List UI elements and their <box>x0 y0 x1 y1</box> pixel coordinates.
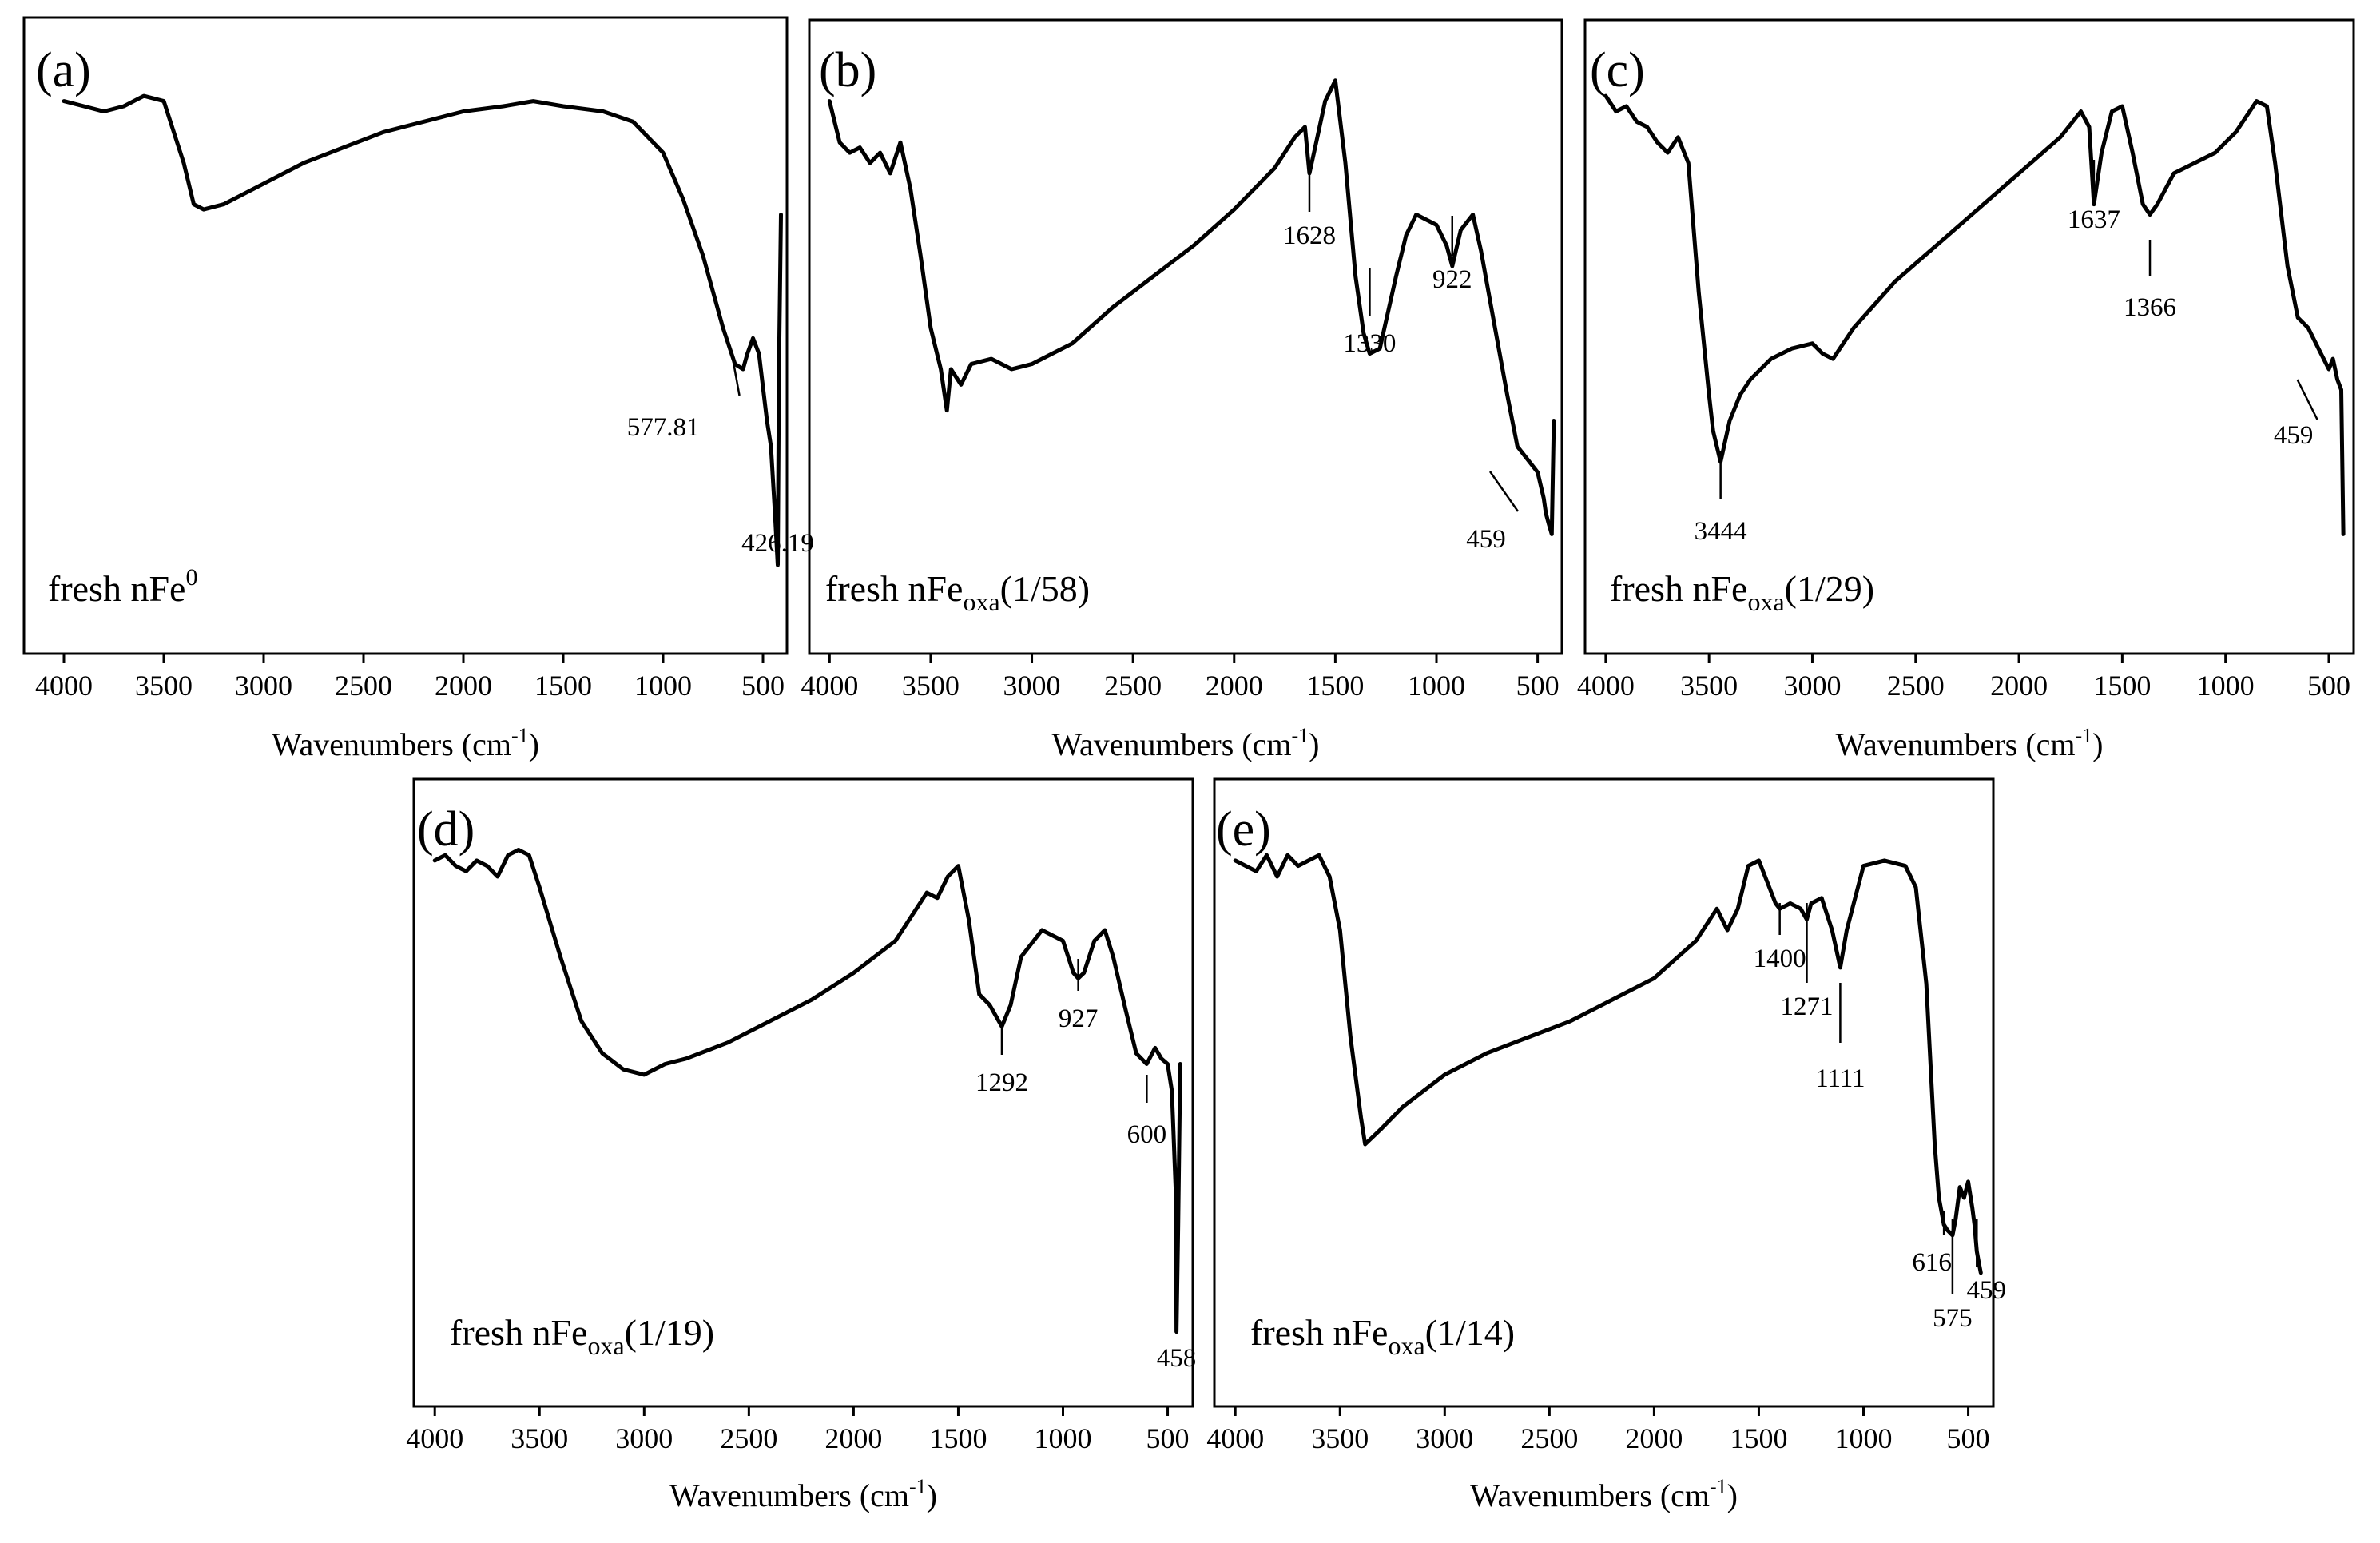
sample-label: fresh nFeoxa(1/19) <box>450 1312 714 1360</box>
spectrum-line <box>827 78 1556 536</box>
x-tick-label: 1000 <box>634 670 692 702</box>
peak-label: 426.19 <box>741 529 814 558</box>
peak-label: 616 <box>1912 1248 1952 1277</box>
panel-label: (b) <box>819 43 876 97</box>
x-tick-label: 2500 <box>1887 670 1945 702</box>
x-tick-label: 1500 <box>2093 670 2151 702</box>
plot-frame <box>1583 18 2355 655</box>
panel-label: (a) <box>36 43 91 97</box>
x-tick-label: 3500 <box>1680 670 1738 702</box>
x-tick-label: 4000 <box>801 670 858 702</box>
peak-label: 922 <box>1432 265 1472 294</box>
panel-b: 4000 3500 3000 2500 2000 1500 1000 500 Wavenumbe… <box>801 18 1563 762</box>
x-tick-label: 4000 <box>35 670 93 702</box>
plot-frame <box>22 16 789 655</box>
panel-c: 4000 3500 3000 2500 2000 1500 1000 500 Wavenumbe… <box>1577 18 2355 762</box>
x-tick-label: 3500 <box>1311 1422 1369 1454</box>
peak-label: 600 <box>1127 1120 1167 1149</box>
panel-label: (e) <box>1216 802 1271 857</box>
x-tick-label: 3500 <box>135 670 193 702</box>
plot-frame <box>1213 777 1995 1408</box>
spectrum-line <box>62 93 783 567</box>
x-tick-label: 2000 <box>1990 670 2048 702</box>
peak-label: 1271 <box>1780 992 1833 1021</box>
peak-leader <box>730 351 741 396</box>
x-tick-label: 2000 <box>824 1422 882 1454</box>
x-tick-label: 500 <box>2307 670 2350 702</box>
x-tick-label: 2500 <box>1104 670 1162 702</box>
x-axis-label: Wavenumbers (cm-1) <box>1052 724 1320 762</box>
x-tick-label: 500 <box>741 670 785 702</box>
x-tick-label: 3000 <box>615 1422 673 1454</box>
x-tick-label: 1500 <box>534 670 592 702</box>
panel-a: 4000 3500 3000 2500 2000 1500 1000 500 Wavenumbe… <box>22 16 814 762</box>
x-tick-label: 2500 <box>335 670 392 702</box>
peak-label: 1628 <box>1283 221 1336 250</box>
x-tick-label: 1000 <box>1408 670 1465 702</box>
plot-frame <box>412 777 1194 1408</box>
x-tick-label: 2000 <box>1206 670 1263 702</box>
panel-label: (c) <box>1590 43 1645 97</box>
x-axis-label: Wavenumbers (cm-1) <box>272 724 539 762</box>
peak-label: 459 <box>2274 421 2314 450</box>
x-tick-label: 500 <box>1146 1422 1190 1454</box>
x-tick-label: 500 <box>1947 1422 1990 1454</box>
peak-label: 1330 <box>1343 329 1396 358</box>
peak-label: 577.81 <box>627 413 700 442</box>
sample-label: fresh nFe0 <box>48 564 197 609</box>
panel-label: (d) <box>417 802 475 857</box>
peak-label: 1366 <box>2124 293 2176 322</box>
peak-label: 1292 <box>975 1068 1028 1097</box>
x-tick-label: 1000 <box>1035 1422 1092 1454</box>
x-tick-label: 3000 <box>235 670 292 702</box>
panel-d: 4000 3500 3000 2500 2000 1500 1000 500 Wavenumbe… <box>406 777 1197 1513</box>
x-tick-label: 500 <box>1516 670 1560 702</box>
panel-e: 4000 3500 3000 2500 2000 1500 1000 500 Wavenumbe… <box>1206 777 2007 1513</box>
x-tick-label: 2500 <box>720 1422 777 1454</box>
peak-label: 459 <box>1967 1276 2007 1305</box>
spectrum-line <box>1603 93 2346 536</box>
x-tick-label: 4000 <box>1577 670 1635 702</box>
plot-frame <box>808 18 1563 655</box>
peak-label: 459 <box>1466 525 1506 554</box>
x-tick-label: 1500 <box>1730 1422 1787 1454</box>
peak-label: 458 <box>1157 1344 1197 1373</box>
peak-label: 3444 <box>1695 517 1747 546</box>
x-tick-label: 3000 <box>1003 670 1061 702</box>
x-tick-label: 2000 <box>1625 1422 1683 1454</box>
peak-label: 1111 <box>1815 1064 1865 1093</box>
peak-label: 1400 <box>1754 944 1806 973</box>
spectrum-line <box>432 848 1182 1334</box>
x-axis-label: Wavenumbers (cm-1) <box>1836 724 2104 762</box>
x-tick-label: 1000 <box>2197 670 2255 702</box>
x-tick-label: 2000 <box>435 670 492 702</box>
sample-label: fresh nFeoxa(1/58) <box>825 568 1090 616</box>
x-axis-label: Wavenumbers (cm-1) <box>1470 1475 1738 1513</box>
x-tick-label: 4000 <box>406 1422 463 1454</box>
x-tick-label: 3500 <box>511 1422 568 1454</box>
x-tick-label: 3500 <box>902 670 960 702</box>
x-tick-label: 1500 <box>929 1422 987 1454</box>
x-tick-label: 2500 <box>1520 1422 1578 1454</box>
peak-label: 575 <box>1933 1304 1973 1333</box>
x-axis-label: Wavenumbers (cm-1) <box>669 1475 937 1513</box>
x-tick-label: 3000 <box>1783 670 1841 702</box>
x-tick-label: 3000 <box>1416 1422 1473 1454</box>
sample-label: fresh nFeoxa(1/14) <box>1250 1312 1515 1360</box>
peak-label: 1637 <box>2068 205 2120 234</box>
spectrum-line <box>1233 853 1983 1275</box>
sample-label: fresh nFeoxa(1/29) <box>1610 568 1874 616</box>
x-tick-label: 1000 <box>1835 1422 1893 1454</box>
peak-leader <box>1488 471 1520 512</box>
peak-label: 927 <box>1059 1004 1099 1033</box>
x-tick-label: 4000 <box>1206 1422 1264 1454</box>
x-tick-label: 1500 <box>1306 670 1364 702</box>
peak-leader <box>2296 379 2318 420</box>
